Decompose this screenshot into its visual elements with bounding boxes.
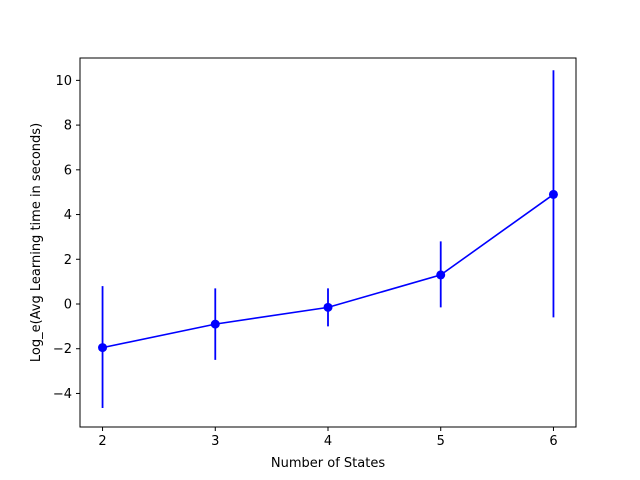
y-tick-label: −2	[53, 342, 72, 357]
axes: 2 3 4 5 6 −4 −2 0 2 4 6 8 10	[53, 74, 558, 449]
y-tick-label: 10	[55, 74, 72, 89]
data-point	[548, 189, 558, 199]
y-tick-label: 4	[64, 208, 72, 223]
x-tick-label: 4	[324, 434, 332, 449]
y-tick-label: 6	[64, 163, 72, 178]
data-point	[323, 302, 333, 312]
y-tick-label: 0	[64, 298, 72, 313]
y-tick-label: 2	[64, 253, 72, 268]
x-tick-label: 6	[549, 434, 557, 449]
plot-area	[80, 58, 576, 427]
x-tick-label: 2	[98, 434, 106, 449]
x-tick-label: 5	[437, 434, 445, 449]
y-tick-label: −4	[53, 387, 72, 402]
data-point	[210, 319, 220, 329]
y-axis-label: Log_e(Avg Learning time in seconds)	[29, 123, 44, 362]
x-axis-label: Number of States	[271, 456, 385, 471]
data-point	[436, 270, 446, 280]
data-point	[98, 343, 108, 353]
y-tick-label: 8	[64, 119, 72, 134]
x-tick-label: 3	[211, 434, 219, 449]
data-points	[98, 189, 558, 353]
plot-frame	[79, 57, 577, 428]
